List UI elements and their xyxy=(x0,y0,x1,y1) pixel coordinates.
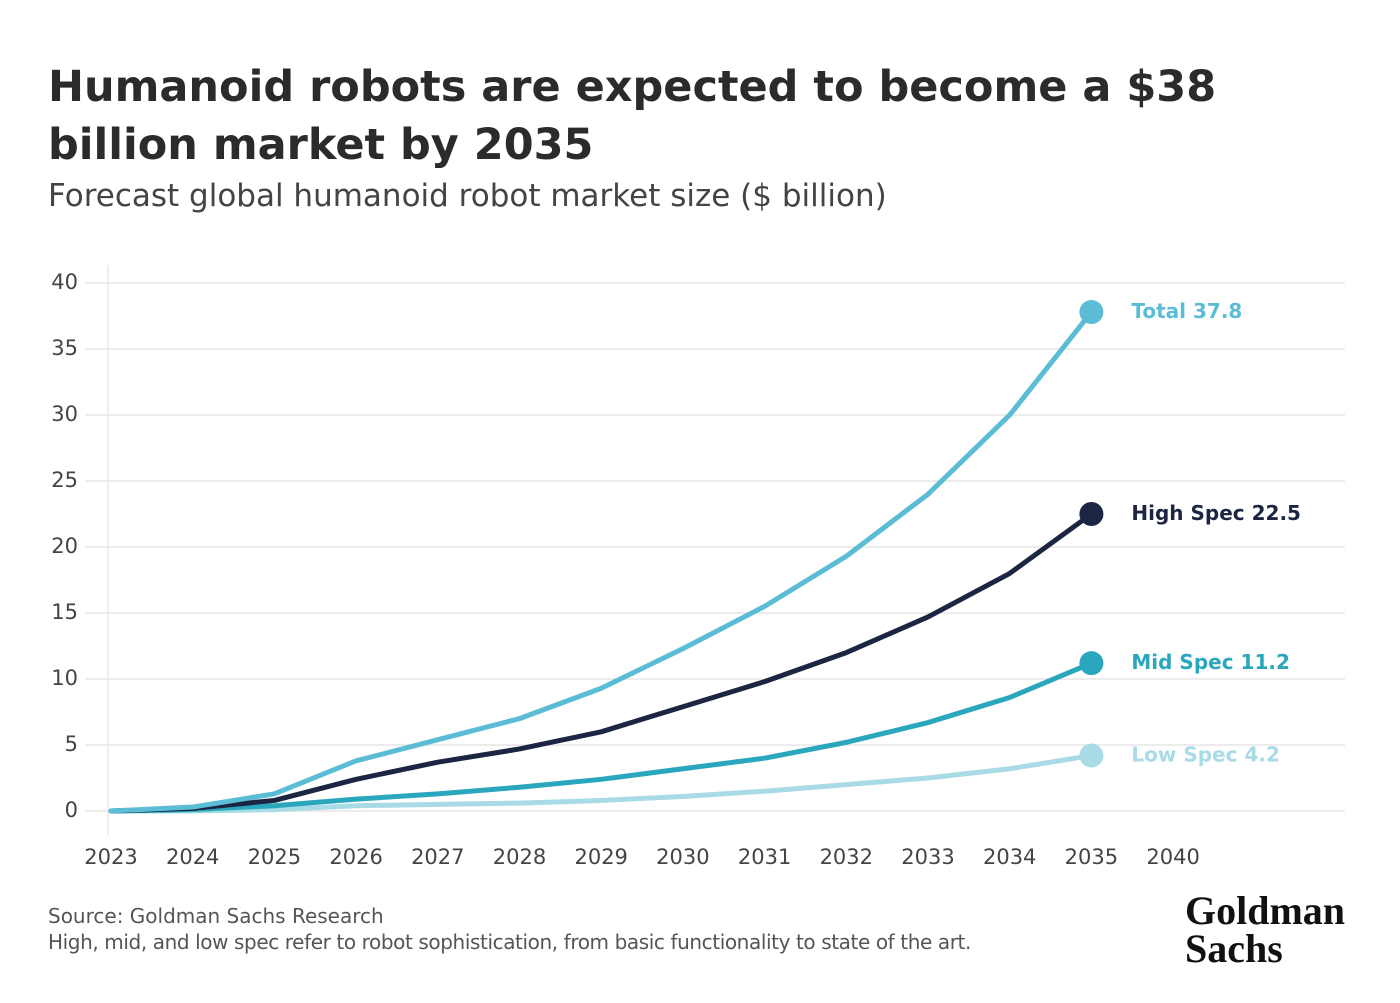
y-tick-label: 15 xyxy=(51,600,78,624)
series-value: 11.2 xyxy=(1241,650,1290,674)
y-tick-label: 30 xyxy=(51,402,78,426)
y-tick-label: 35 xyxy=(51,336,78,360)
series-name: High Spec xyxy=(1131,501,1244,525)
y-tick-label: 40 xyxy=(51,270,78,294)
end-label: Mid Spec 11.2 xyxy=(1131,650,1290,674)
series-line xyxy=(108,660,1094,814)
series-value: 37.8 xyxy=(1193,299,1242,323)
x-tick-label: 2040 xyxy=(1146,845,1199,869)
series-name: Total xyxy=(1131,299,1186,323)
x-tick-label: 2032 xyxy=(820,845,873,869)
x-tick-label: 2028 xyxy=(493,845,546,869)
y-tick-label: 20 xyxy=(51,534,78,558)
series-line xyxy=(108,753,1094,814)
y-tick-label: 10 xyxy=(51,666,78,690)
y-tick-label: 25 xyxy=(51,468,78,492)
end-label: Low Spec 4.2 xyxy=(1131,742,1279,766)
x-tick-label: 2033 xyxy=(901,845,954,869)
series-line xyxy=(108,309,1094,814)
x-tick-label: 2029 xyxy=(574,845,627,869)
logo: Goldman Sachs xyxy=(1185,888,1346,971)
x-tick-label: 2031 xyxy=(738,845,791,869)
end-dot xyxy=(1079,300,1104,325)
series-value: 4.2 xyxy=(1244,742,1279,766)
x-tick-label: 2027 xyxy=(411,845,464,869)
series-value: 22.5 xyxy=(1252,501,1301,525)
y-tick-label: 0 xyxy=(65,798,78,822)
x-tick-label: 2023 xyxy=(84,845,137,869)
series-name: Mid Spec xyxy=(1131,650,1233,674)
chart-title: Humanoid robots are expected to become a… xyxy=(48,62,1217,170)
series-name: Low Spec xyxy=(1131,742,1237,766)
x-tick-label: 2030 xyxy=(656,845,709,869)
source: Source: Goldman Sachs Research xyxy=(48,904,384,928)
x-tick-label: 2026 xyxy=(329,845,382,869)
y-tick-label: 5 xyxy=(65,732,78,756)
end-label: Total 37.8 xyxy=(1131,299,1242,323)
end-dot xyxy=(1079,502,1104,526)
x-tick-label: 2034 xyxy=(983,845,1036,869)
end-dot xyxy=(1079,651,1104,676)
series-line xyxy=(108,511,1094,814)
note: High, mid, and low spec refer to robot s… xyxy=(48,930,971,954)
x-tick-label: 2024 xyxy=(166,845,219,869)
x-tick-label: 2035 xyxy=(1065,845,1118,869)
x-tick-label: 2025 xyxy=(248,845,301,869)
end-dot xyxy=(1079,743,1104,768)
chart-subtitle: Forecast global humanoid robot market si… xyxy=(48,178,887,214)
end-label: High Spec 22.5 xyxy=(1131,501,1301,525)
